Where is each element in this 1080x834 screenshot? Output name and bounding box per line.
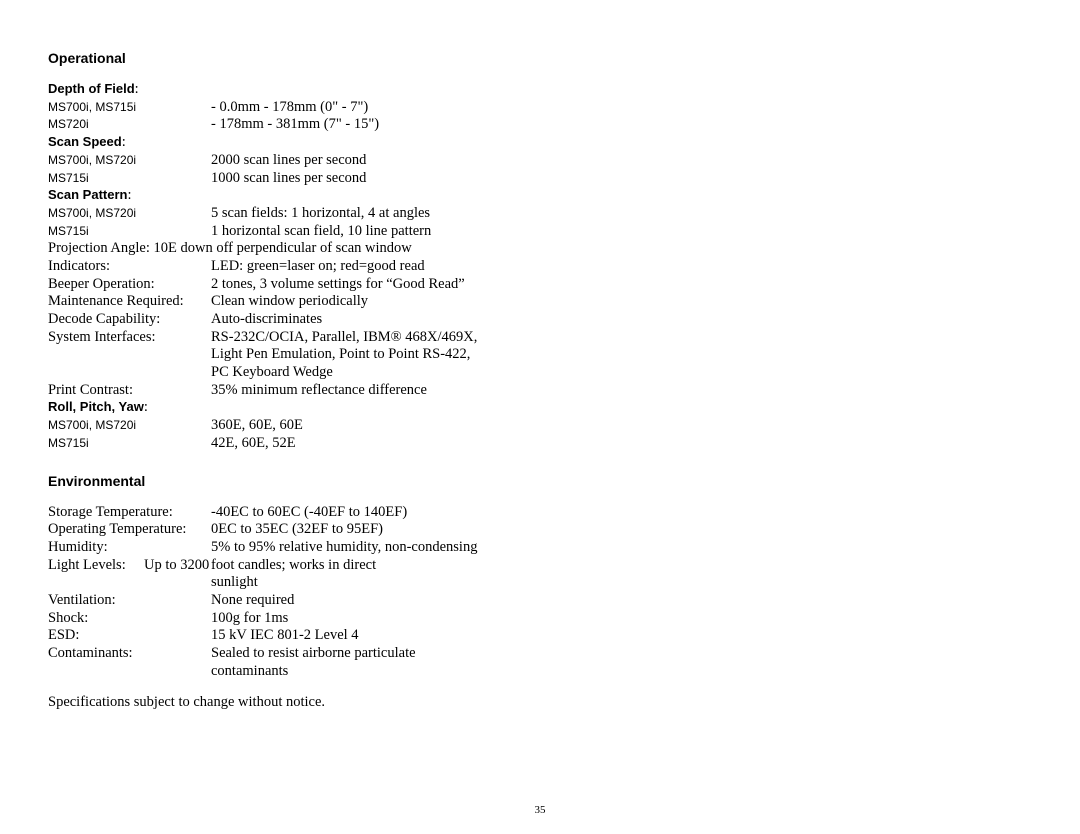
spec-row: sunlight [48,574,1032,592]
spec-row: Scan Speed: [48,134,1032,152]
spec-value: contaminants [211,663,1032,681]
spec-value: -40EC to 60EC (-40EF to 140EF) [211,504,1032,522]
spec-row: Humidity: 5% to 95% relative humidity, n… [48,539,1032,557]
spec-value: 1000 scan lines per second [211,170,1032,188]
spec-value: - 0.0mm - 178mm (0" - 7") [211,99,1032,117]
model-label: MS700i, MS720i [48,418,136,432]
spec-value: Clean window periodically [211,293,1032,311]
model-label: MS720i [48,117,89,131]
spec-row: MS700i, MS720i 5 scan fields: 1 horizont… [48,205,1032,223]
spec-label: Print Contrast: [48,382,211,400]
spec-row: Roll, Pitch, Yaw: [48,399,1032,417]
spec-value: Light Pen Emulation, Point to Point RS-4… [211,346,1032,364]
spec-value: 360E, 60E, 60E [211,417,1032,435]
spec-label: Light Levels: [48,557,144,575]
spec-value: foot candles; works in direct [211,557,1032,575]
spec-row: MS720i - 178mm - 381mm (7" - 15") [48,116,1032,134]
footer-note: Specifications subject to change without… [48,694,1032,712]
spec-row: Storage Temperature: -40EC to 60EC (-40E… [48,504,1032,522]
spec-label: ESD: [48,627,211,645]
spec-row: System Interfaces: RS-232C/OCIA, Paralle… [48,329,1032,347]
spec-value: Sealed to resist airborne particulate [211,645,1032,663]
spec-row: Depth of Field: [48,81,1032,99]
spec-label: Ventilation: [48,592,211,610]
spec-label: Indicators: [48,258,211,276]
model-label: MS700i, MS720i [48,153,136,167]
model-label: MS715i [48,224,89,238]
spec-row: Maintenance Required: Clean window perio… [48,293,1032,311]
section-heading-environmental: Environmental [48,473,1032,490]
spec-row: Contaminants: Sealed to resist airborne … [48,645,1032,663]
spec-row: contaminants [48,663,1032,681]
model-label: MS700i, MS720i [48,206,136,220]
spec-label: Humidity: [48,539,211,557]
spec-row: Light Levels: Up to 3200 foot candles; w… [48,557,1032,575]
spec-row: Decode Capability: Auto-discriminates [48,311,1032,329]
spec-row: PC Keyboard Wedge [48,364,1032,382]
spec-row: MS715i 42E, 60E, 52E [48,435,1032,453]
spec-value: Up to 3200 [144,557,211,575]
spec-row: Shock: 100g for 1ms [48,610,1032,628]
model-label: MS715i [48,171,89,185]
spec-row: MS700i, MS720i 360E, 60E, 60E [48,417,1032,435]
sub-heading-depth-of-field: Depth of Field [48,81,135,96]
spec-value: - 178mm - 381mm (7" - 15") [211,116,1032,134]
spec-value: None required [211,592,1032,610]
spec-row: MS715i 1000 scan lines per second [48,170,1032,188]
spec-row: ESD: 15 kV IEC 801-2 Level 4 [48,627,1032,645]
spec-value: sunlight [211,574,1032,592]
spec-row: Operating Temperature: 0EC to 35EC (32EF… [48,521,1032,539]
spec-value: 5 scan fields: 1 horizontal, 4 at angles [211,205,1032,223]
spec-label: Storage Temperature: [48,504,211,522]
spec-label: Operating Temperature: [48,521,211,539]
spec-row: Print Contrast: 35% minimum reflectance … [48,382,1032,400]
sub-heading-scan-speed: Scan Speed [48,134,122,149]
spec-row: MS700i, MS720i 2000 scan lines per secon… [48,152,1032,170]
spec-label: Shock: [48,610,211,628]
page-number: 35 [0,804,1080,816]
section-heading-operational: Operational [48,50,1032,67]
model-label: MS700i, MS715i [48,100,136,114]
spec-row: MS700i, MS715i - 0.0mm - 178mm (0" - 7") [48,99,1032,117]
page-content: Operational Depth of Field: MS700i, MS71… [0,0,1080,712]
spec-label: Beeper Operation: [48,276,211,294]
spec-value: 2000 scan lines per second [211,152,1032,170]
model-label: MS715i [48,436,89,450]
spec-row: Ventilation: None required [48,592,1032,610]
spec-label: Maintenance Required: [48,293,211,311]
spec-label: System Interfaces: [48,329,211,347]
spec-value: 100g for 1ms [211,610,1032,628]
spec-row: Indicators: LED: green=laser on; red=goo… [48,258,1032,276]
spec-value: Auto-discriminates [211,311,1032,329]
spec-value: 42E, 60E, 52E [211,435,1032,453]
spec-value: 0EC to 35EC (32EF to 95EF) [211,521,1032,539]
spec-label: Contaminants: [48,645,211,663]
spec-value: RS-232C/OCIA, Parallel, IBM® 468X/469X, [211,329,1032,347]
spec-value: PC Keyboard Wedge [211,364,1032,382]
spec-label: Decode Capability: [48,311,211,329]
spec-row: Light Pen Emulation, Point to Point RS-4… [48,346,1032,364]
spec-value: 5% to 95% relative humidity, non-condens… [211,539,1032,557]
spec-row: Beeper Operation: 2 tones, 3 volume sett… [48,276,1032,294]
spec-value: LED: green=laser on; red=good read [211,258,1032,276]
spec-row: Scan Pattern: [48,187,1032,205]
sub-heading-roll-pitch-yaw: Roll, Pitch, Yaw [48,399,144,414]
spec-value: 1 horizontal scan field, 10 line pattern [211,223,1032,241]
spec-value: 35% minimum reflectance difference [211,382,1032,400]
spec-value: 2 tones, 3 volume settings for “Good Rea… [211,276,1032,294]
spec-value: 15 kV IEC 801-2 Level 4 [211,627,1032,645]
spec-row: MS715i 1 horizontal scan field, 10 line … [48,223,1032,241]
sub-heading-scan-pattern: Scan Pattern [48,187,127,202]
spec-line: Projection Angle: 10E down off perpendic… [48,240,1032,258]
